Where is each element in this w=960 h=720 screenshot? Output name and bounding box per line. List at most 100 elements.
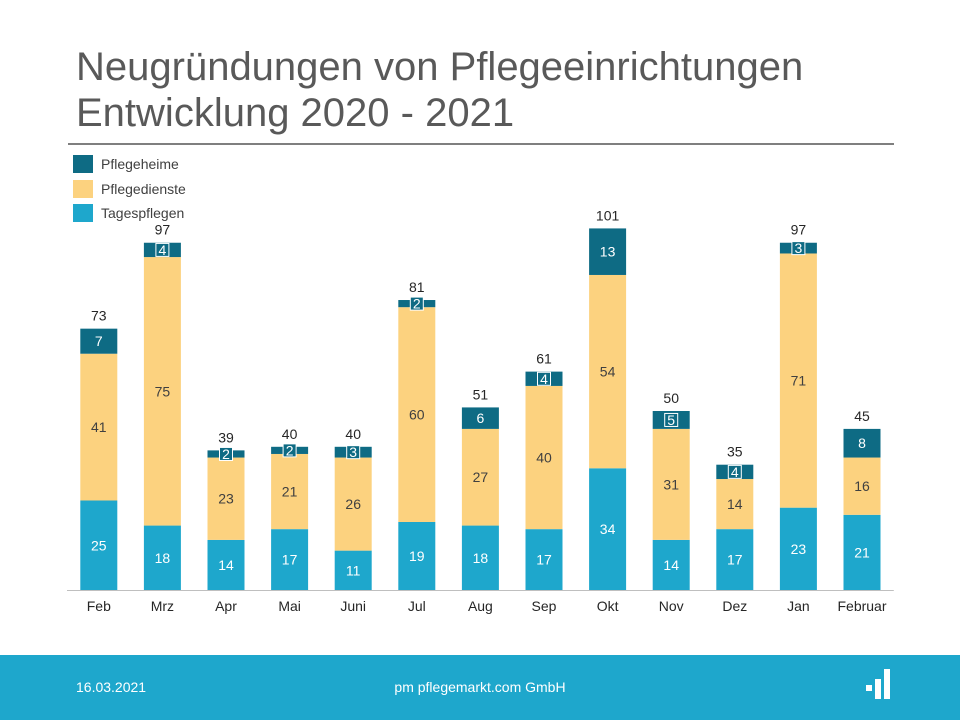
data-label-tagespflegen-sep: 17 [536,552,552,568]
bar-pflegedienste-apr [207,457,245,540]
bar-pflegedienste-dez [716,479,754,530]
bar-tagespflegen-mrz [143,525,181,590]
bar-tagespflegen-feb [80,500,118,590]
total-label-februar: 45 [854,408,870,424]
data-label-tagespflegen-jan: 23 [791,541,807,557]
bar-pflegedienste-feb [80,353,118,501]
data-label-tagespflegen-aug: 18 [473,550,489,566]
x-tick-label-sep: Sep [532,598,557,614]
bar-pflegeheime-feb [80,328,118,354]
legend-label-pflegedienste: Pflegedienste [101,180,186,197]
legend-swatch-pflegedienste [73,179,93,198]
data-label-pflegeheime-sep: 4 [540,371,548,387]
data-label-tagespflegen-okt: 34 [600,521,616,537]
bar-pflegedienste-sep [525,385,563,530]
bar-pflegedienste-okt [589,274,627,469]
x-tick-label-dez: Dez [722,598,747,614]
data-label-pflegeheime-jan: 3 [795,240,803,256]
data-label-pflegedienste-aug: 27 [473,469,489,485]
bar-tagespflegen-dez [716,529,754,590]
bar-pflegedienste-aug [461,428,499,526]
x-tick-label-aug: Aug [468,598,493,614]
x-tick-label-mrz: Mrz [151,598,174,614]
total-label-mrz: 97 [155,222,171,238]
data-label-pflegedienste-juni: 26 [345,496,361,512]
bar-pflegeheime-okt [589,228,627,275]
x-tick-label-mai: Mai [278,598,301,614]
data-label-tagespflegen-nov: 14 [663,557,679,573]
legend-swatch-tagespflegen [73,204,93,223]
data-label-pflegeheime-apr: 2 [222,446,230,462]
data-label-pflegeheime-aug: 6 [477,410,485,426]
label-chip-fill-pflegeheime-dez [728,465,741,478]
bar-tagespflegen-juni [334,550,372,590]
total-label-jan: 97 [791,222,807,238]
data-label-pflegedienste-dez: 14 [727,496,743,512]
data-label-tagespflegen-jul: 19 [409,548,425,564]
legend-item-pflegedienste: Pflegedienste [73,177,186,202]
label-chip-fill-pflegeheime-apr [220,447,232,460]
bar-tagespflegen-jul [398,521,436,590]
bar-pflegedienste-mai [271,453,309,530]
label-chip-fill-pflegeheime-mai [283,444,296,457]
data-label-pflegeheime-juni: 3 [349,444,357,460]
total-label-sep: 61 [536,351,552,367]
page-title: Neugründungen von Pflegeeinrichtungen En… [76,44,803,136]
data-label-pflegeheime-okt: 13 [600,244,616,260]
data-label-pflegeheime-februar: 8 [858,435,866,451]
data-label-pflegeheime-dez: 4 [731,464,739,480]
bar-pflegeheime-februar [843,428,881,458]
data-label-tagespflegen-dez: 17 [727,552,743,568]
title-line-1: Neugründungen von Pflegeeinrichtungen [76,45,804,89]
total-label-mai: 40 [282,426,298,442]
data-label-tagespflegen-feb: 25 [91,537,107,553]
total-label-nov: 50 [663,390,679,406]
bar-tagespflegen-okt [589,468,627,590]
data-label-pflegedienste-apr: 23 [218,491,234,507]
bar-tagespflegen-jan [779,507,817,590]
data-label-tagespflegen-februar: 21 [854,544,870,560]
bar-pflegedienste-februar [843,457,881,515]
footer-date: 16.03.2021 [76,679,147,695]
stacked-bar-chart: 2541773Feb1875497Mrz1423239Apr1721240Mai… [67,207,894,614]
data-label-tagespflegen-mai: 17 [282,552,298,568]
label-chip-fill-pflegeheime-juni [347,446,360,459]
legend-item-tagespflegen: Tagespflegen [73,201,186,226]
data-label-tagespflegen-juni: 11 [346,562,361,578]
data-label-pflegeheime-feb: 7 [95,333,103,349]
data-label-pflegeheime-jul: 2 [413,296,421,312]
total-label-juni: 40 [345,426,361,442]
bar-tagespflegen-mai [271,529,309,590]
data-label-pflegedienste-mrz: 75 [155,383,171,399]
bar-pflegedienste-juni [334,457,372,551]
x-tick-label-apr: Apr [215,598,237,614]
data-label-pflegedienste-okt: 54 [600,364,616,380]
total-label-okt: 101 [596,207,620,223]
data-label-pflegedienste-sep: 40 [536,450,552,466]
data-label-pflegeheime-mai: 2 [286,442,294,458]
total-label-aug: 51 [473,386,489,402]
data-label-tagespflegen-apr: 14 [218,557,234,573]
label-chip-fill-pflegeheime-sep [538,372,550,385]
label-chip-fill-pflegeheime-jan [792,242,805,255]
data-label-pflegeheime-nov: 5 [667,412,675,428]
label-chip-fill-pflegeheime-jul [410,297,423,310]
pflegemarkt-logo-icon [866,669,890,699]
legend-label-pflegeheime: Pflegeheime [101,156,179,173]
footer-company: pm pflegemarkt.com GmbH [394,679,566,695]
title-divider [68,143,894,145]
bar-tagespflegen-februar [843,514,881,590]
bar-pflegeheime-aug [461,407,499,429]
data-label-pflegedienste-nov: 31 [663,476,679,492]
bar-tagespflegen-aug [461,525,499,590]
total-label-dez: 35 [727,444,743,460]
bar-tagespflegen-nov [652,539,690,590]
x-tick-label-nov: Nov [659,598,684,614]
bar-tagespflegen-apr [207,539,245,590]
data-label-pflegedienste-mai: 21 [282,484,298,500]
bar-tagespflegen-sep [525,529,563,590]
x-tick-label-februar: Februar [837,598,886,614]
bar-pflegedienste-nov [652,428,690,540]
label-chip-fill-pflegeheime-nov [665,413,678,426]
data-label-pflegedienste-jan: 71 [791,373,807,389]
